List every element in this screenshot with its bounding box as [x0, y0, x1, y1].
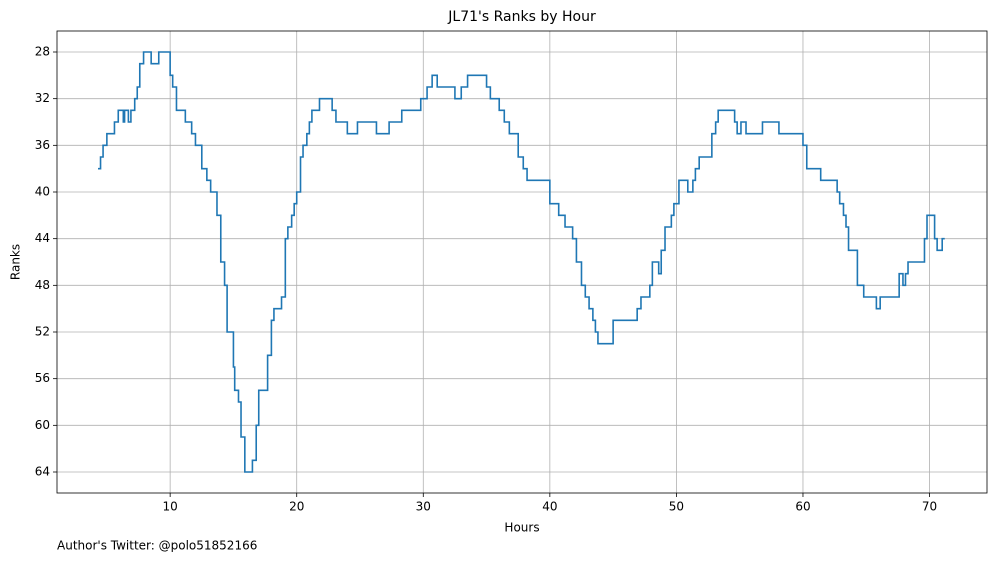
x-tick-label: 60 [795, 500, 810, 514]
x-axis-label: Hours [504, 521, 539, 535]
y-axis-label: Ranks [9, 244, 23, 280]
x-tick-label: 20 [289, 500, 304, 514]
y-tick-label: 52 [35, 325, 50, 339]
y-tick-label: 40 [35, 185, 50, 199]
y-tick-label: 56 [35, 371, 50, 385]
step-line [98, 51, 945, 473]
y-tick-label: 60 [35, 418, 50, 432]
y-tick-label: 48 [35, 278, 50, 292]
y-tick-label: 64 [35, 465, 50, 479]
x-tick-label: 40 [542, 500, 557, 514]
y-tick-label: 36 [35, 138, 50, 152]
plot-frame [56, 30, 988, 494]
footnote: Author's Twitter: @polo51852166 [57, 539, 257, 553]
x-tick-label: 10 [163, 500, 178, 514]
chart-title: JL71's Ranks by Hour [447, 9, 596, 25]
x-tick-label: 50 [669, 500, 684, 514]
y-tick-label: 44 [35, 231, 50, 245]
x-tick-label: 70 [922, 500, 937, 514]
y-tick-label: 28 [35, 45, 50, 59]
x-tick-label: 30 [416, 500, 431, 514]
y-tick-label: 32 [35, 91, 50, 105]
